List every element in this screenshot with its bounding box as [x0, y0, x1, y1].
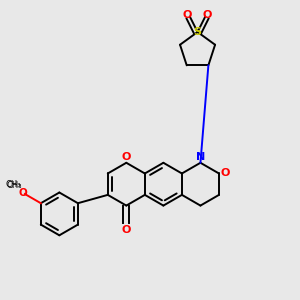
Text: O: O — [203, 10, 212, 20]
Text: O: O — [122, 152, 131, 162]
Text: O: O — [221, 169, 230, 178]
Text: CH₃: CH₃ — [5, 180, 21, 189]
Text: O: O — [183, 10, 192, 20]
Text: O: O — [19, 188, 28, 197]
Text: O: O — [122, 225, 131, 235]
Text: S: S — [194, 27, 202, 37]
Text: N: N — [196, 152, 205, 162]
Text: CH₃: CH₃ — [6, 181, 22, 190]
